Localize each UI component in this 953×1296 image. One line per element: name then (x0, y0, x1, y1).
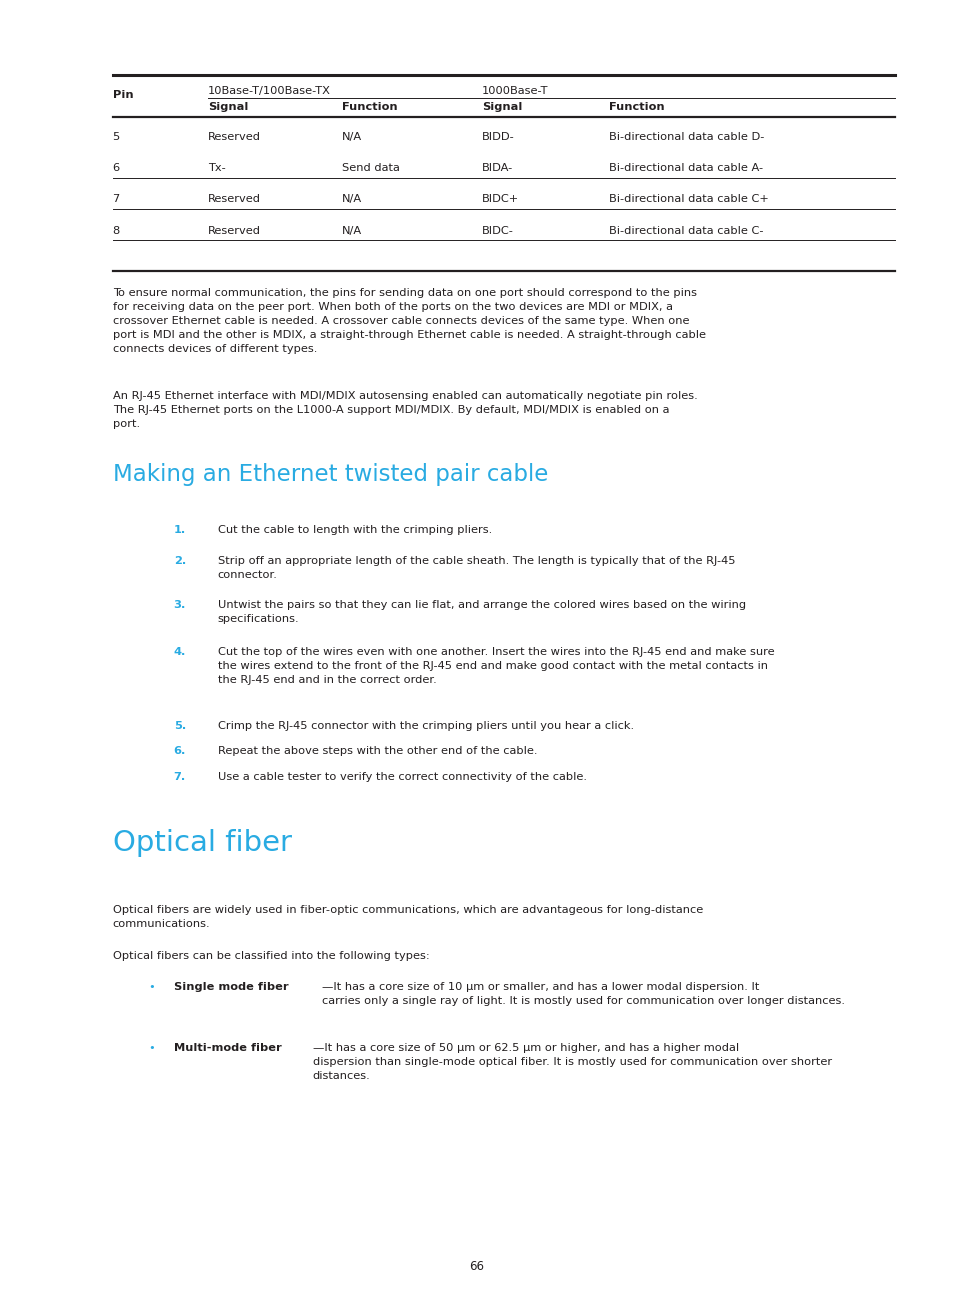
Text: Making an Ethernet twisted pair cable: Making an Ethernet twisted pair cable (112, 463, 547, 486)
Text: Signal: Signal (481, 102, 521, 113)
Text: Send data: Send data (341, 163, 399, 174)
Text: •: • (148, 982, 154, 993)
Text: 2.: 2. (173, 556, 186, 566)
Text: Bi-directional data cable A-: Bi-directional data cable A- (608, 163, 762, 174)
Text: An RJ-45 Ethernet interface with MDI/MDIX autosensing enabled can automatically : An RJ-45 Ethernet interface with MDI/MDI… (112, 391, 697, 429)
Text: Single mode fiber: Single mode fiber (173, 982, 288, 993)
Text: 8: 8 (112, 226, 120, 236)
Text: Multi-mode fiber: Multi-mode fiber (173, 1043, 281, 1054)
Text: Signal: Signal (208, 102, 248, 113)
Text: —It has a core size of 10 μm or smaller, and has a lower modal dispersion. It
ca: —It has a core size of 10 μm or smaller,… (321, 982, 843, 1007)
Text: N/A: N/A (341, 226, 361, 236)
Text: Bi-directional data cable C-: Bi-directional data cable C- (608, 226, 762, 236)
Text: 66: 66 (469, 1260, 484, 1273)
Text: BIDD-: BIDD- (481, 132, 514, 143)
Text: BIDC-: BIDC- (481, 226, 513, 236)
Text: To ensure normal communication, the pins for sending data on one port should cor: To ensure normal communication, the pins… (112, 288, 705, 354)
Text: Function: Function (608, 102, 663, 113)
Text: Bi-directional data cable C+: Bi-directional data cable C+ (608, 194, 767, 205)
Text: Reserved: Reserved (208, 132, 261, 143)
Text: 5.: 5. (173, 721, 186, 731)
Text: Reserved: Reserved (208, 194, 261, 205)
Text: Use a cable tester to verify the correct connectivity of the cable.: Use a cable tester to verify the correct… (217, 772, 586, 783)
Text: 5: 5 (112, 132, 120, 143)
Text: 6.: 6. (173, 746, 186, 757)
Text: —It has a core size of 50 μm or 62.5 μm or higher, and has a higher modal
disper: —It has a core size of 50 μm or 62.5 μm … (313, 1043, 831, 1081)
Text: N/A: N/A (341, 132, 361, 143)
Text: 7.: 7. (173, 772, 186, 783)
Text: Cut the cable to length with the crimping pliers.: Cut the cable to length with the crimpin… (217, 525, 491, 535)
Text: N/A: N/A (341, 194, 361, 205)
Text: 7: 7 (112, 194, 120, 205)
Text: 10Base-T/100Base-TX: 10Base-T/100Base-TX (208, 86, 331, 96)
Text: 3.: 3. (173, 600, 186, 610)
Text: 4.: 4. (173, 647, 186, 657)
Text: Function: Function (341, 102, 396, 113)
Text: Crimp the RJ-45 connector with the crimping pliers until you hear a click.: Crimp the RJ-45 connector with the crimp… (217, 721, 633, 731)
Text: Optical fibers can be classified into the following types:: Optical fibers can be classified into th… (112, 951, 429, 962)
Text: 1.: 1. (173, 525, 186, 535)
Text: Strip off an appropriate length of the cable sheath. The length is typically tha: Strip off an appropriate length of the c… (217, 556, 734, 581)
Text: Reserved: Reserved (208, 226, 261, 236)
Text: Cut the top of the wires even with one another. Insert the wires into the RJ-45 : Cut the top of the wires even with one a… (217, 647, 773, 684)
Text: Pin: Pin (112, 89, 133, 100)
Text: Optical fibers are widely used in fiber-optic communications, which are advantag: Optical fibers are widely used in fiber-… (112, 905, 702, 929)
Text: Optical fiber: Optical fiber (112, 829, 292, 858)
Text: Tx-: Tx- (208, 163, 226, 174)
Text: 6: 6 (112, 163, 119, 174)
Text: •: • (148, 1043, 154, 1054)
Text: BIDC+: BIDC+ (481, 194, 518, 205)
Text: BIDA-: BIDA- (481, 163, 513, 174)
Text: Repeat the above steps with the other end of the cable.: Repeat the above steps with the other en… (217, 746, 537, 757)
Text: 1000Base-T: 1000Base-T (481, 86, 548, 96)
Text: Untwist the pairs so that they can lie flat, and arrange the colored wires based: Untwist the pairs so that they can lie f… (217, 600, 745, 625)
Text: Bi-directional data cable D-: Bi-directional data cable D- (608, 132, 763, 143)
